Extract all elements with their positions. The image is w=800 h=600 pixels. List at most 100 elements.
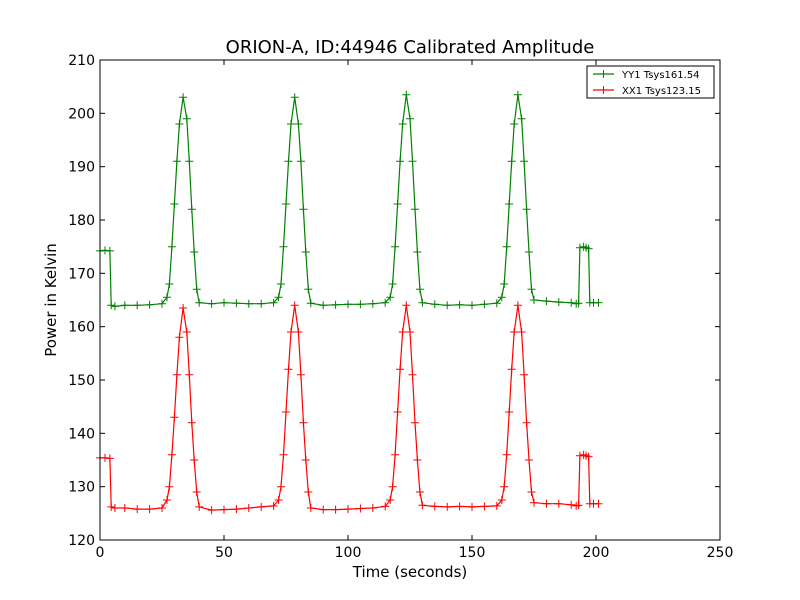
data-point (192, 488, 201, 496)
data-point (522, 205, 531, 214)
legend: YY1 Tsys161.54 XX1 Tsys123.15 (586, 65, 715, 99)
data-point (567, 298, 576, 307)
data-point (282, 408, 290, 416)
data-point (406, 328, 414, 336)
data-point (520, 157, 529, 166)
data-point (554, 499, 563, 508)
data-point (290, 93, 299, 102)
data-point (527, 488, 536, 496)
y-axis-label: Power in Kelvin (42, 243, 60, 357)
data-point (185, 370, 194, 379)
data-point (170, 200, 179, 208)
data-point (120, 504, 129, 512)
data-point (381, 502, 390, 511)
data-point (443, 301, 452, 310)
data-point (158, 504, 166, 512)
y-tick-label: 130 (68, 480, 95, 496)
data-point (513, 90, 522, 99)
data-point (455, 300, 464, 309)
data-point (507, 365, 516, 374)
data-point (510, 120, 519, 128)
data-point (294, 328, 303, 336)
data-point (284, 365, 293, 374)
data-point (195, 298, 204, 307)
data-point (163, 496, 171, 504)
series-0 (96, 90, 603, 311)
data-point (554, 298, 563, 307)
data-point (507, 157, 516, 166)
axes-frame (99, 59, 721, 541)
series-1 (96, 301, 603, 515)
data-point (388, 482, 397, 491)
data-point (282, 200, 290, 208)
data-point (145, 300, 154, 309)
data-point (393, 200, 402, 208)
data-point (220, 298, 228, 307)
data-point (522, 418, 531, 427)
data-point (306, 504, 315, 512)
x-axis-label: Time (seconds) (352, 563, 468, 581)
data-point (190, 248, 199, 256)
data-point (172, 157, 181, 166)
data-point (279, 450, 288, 459)
data-point (299, 418, 308, 427)
data-point (502, 450, 511, 459)
data-point (170, 413, 179, 422)
data-point (277, 482, 285, 491)
data-point (165, 482, 174, 491)
data-point (411, 205, 419, 214)
data-point (402, 301, 411, 310)
data-point (167, 242, 176, 251)
data-point (430, 502, 439, 511)
data-point (175, 333, 184, 342)
y-tick-label: 170 (68, 266, 95, 282)
data-point (306, 299, 315, 308)
data-point (406, 114, 414, 123)
data-point (510, 328, 519, 336)
data-point (133, 301, 142, 310)
data-point (244, 504, 253, 512)
data-point (567, 500, 576, 509)
data-point (107, 502, 116, 511)
data-point (192, 285, 201, 294)
legend-entry: XX1 Tsys123.15 (593, 86, 701, 97)
data-point (574, 299, 583, 308)
x-tick-label: 100 (335, 545, 362, 561)
data-point (269, 501, 278, 510)
data-point (232, 505, 241, 514)
data-point (179, 304, 188, 312)
data-point (584, 244, 593, 253)
data-point (133, 505, 142, 514)
data-point (187, 418, 196, 427)
data-point (301, 456, 310, 464)
data-point (542, 499, 551, 508)
y-tick-label: 180 (68, 213, 95, 229)
data-point (542, 297, 551, 306)
y-tick-label: 200 (68, 106, 95, 122)
data-point (492, 299, 501, 308)
data-point (304, 488, 313, 496)
x-tick-label: 200 (583, 545, 610, 561)
data-point (172, 370, 181, 379)
chart-title: ORION-A, ID:44946 Calibrated Amplitude (226, 37, 595, 58)
legend-entries: YY1 Tsys161.54 XX1 Tsys123.15 (593, 70, 701, 97)
x-tick-label: 0 (96, 545, 105, 561)
data-point (190, 456, 199, 464)
data-point (207, 506, 216, 515)
data-point (530, 498, 538, 507)
data-point (274, 293, 283, 302)
data-point (505, 408, 514, 416)
data-point (269, 298, 278, 307)
data-point (468, 301, 476, 310)
y-tick-label: 120 (68, 533, 95, 549)
data-point (594, 298, 603, 307)
data-point (299, 205, 308, 214)
data-point (290, 301, 299, 310)
data-point (182, 114, 191, 123)
data-point (165, 280, 174, 288)
data-point (497, 496, 506, 504)
data-point (368, 299, 377, 308)
data-point (163, 293, 171, 302)
data-point (107, 301, 116, 310)
data-point (368, 504, 377, 512)
